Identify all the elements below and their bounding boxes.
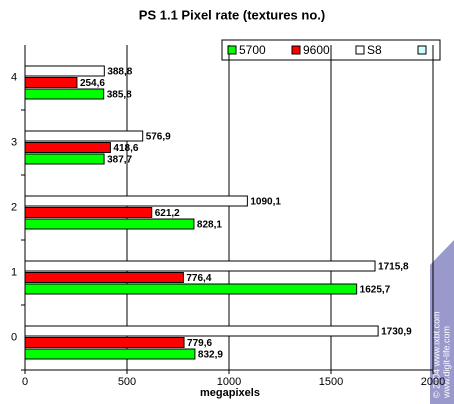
legend-swatch xyxy=(417,45,427,55)
bar xyxy=(24,77,78,88)
bar xyxy=(24,207,153,218)
value-label: 1730,9 xyxy=(381,327,412,338)
y-tick-label: 3 xyxy=(11,136,17,148)
legend-label: 9600 xyxy=(303,43,330,57)
value-label: 388,8 xyxy=(107,67,132,78)
x-tick-label: 1000 xyxy=(217,376,241,388)
y-tick-label: 2 xyxy=(11,201,17,213)
legend-swatch xyxy=(291,45,301,55)
legend-swatch xyxy=(355,45,365,55)
x-tick-label: 500 xyxy=(118,376,136,388)
x-axis-label: megapixels xyxy=(200,387,260,399)
y-tick-label: 4 xyxy=(11,71,17,83)
bar xyxy=(24,218,195,230)
legend-label: S8 xyxy=(367,43,382,57)
bar xyxy=(24,195,248,207)
x-tick-label: 0 xyxy=(22,376,28,388)
value-label: 621,2 xyxy=(155,208,180,219)
bar xyxy=(24,142,111,153)
watermark-text: www.digit-life.com xyxy=(441,326,451,399)
value-label: 828,1 xyxy=(197,220,222,231)
x-tick-label: 1500 xyxy=(319,376,343,388)
bar xyxy=(24,283,358,295)
value-label: 776,4 xyxy=(186,273,211,284)
legend-swatch xyxy=(227,45,237,55)
value-label: 779,6 xyxy=(187,338,212,349)
bar xyxy=(24,153,105,165)
bar xyxy=(24,348,196,360)
bar xyxy=(24,325,379,337)
value-label: 576,9 xyxy=(146,132,171,143)
watermark: © 2004 www.ixbt.com www.digit-life.com xyxy=(431,311,451,399)
bar xyxy=(24,272,184,283)
value-label: 387,7 xyxy=(107,155,132,166)
bar xyxy=(24,65,105,77)
value-label: 254,6 xyxy=(80,78,105,89)
value-label: 1090,1 xyxy=(250,197,281,208)
chart-title: PS 1.1 Pixel rate (textures no.) xyxy=(139,7,325,22)
watermark-text: © 2004 www.ixbt.com xyxy=(431,311,441,398)
value-label: 418,6 xyxy=(113,143,138,154)
value-label: 1625,7 xyxy=(360,285,391,296)
y-tick-label: 1 xyxy=(11,266,17,278)
value-label: 832,9 xyxy=(198,350,223,361)
bar xyxy=(24,130,144,142)
legend-label: 5700 xyxy=(239,43,266,57)
watermark-band xyxy=(430,240,454,404)
value-label: 1715,8 xyxy=(378,262,409,273)
bar xyxy=(24,260,376,272)
value-label: 385,8 xyxy=(107,90,132,101)
x-tick-label: 2000 xyxy=(421,376,445,388)
bar xyxy=(24,88,105,100)
y-tick-label: 0 xyxy=(11,331,17,343)
bar xyxy=(24,337,185,348)
